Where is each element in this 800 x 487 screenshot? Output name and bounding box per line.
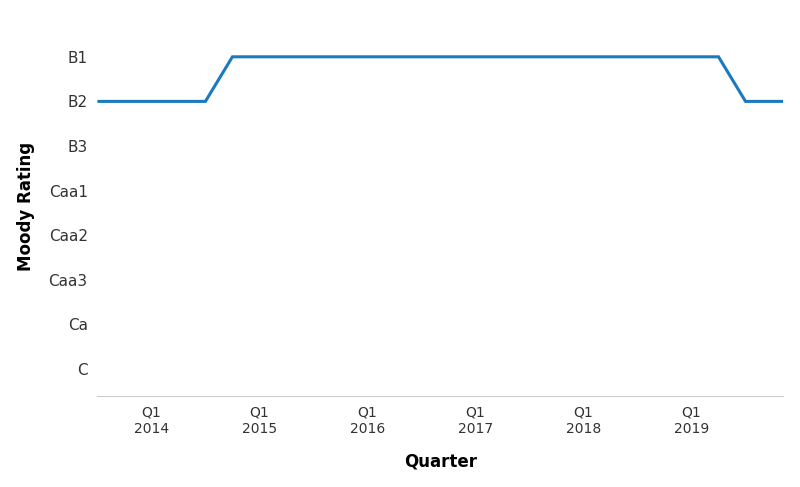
X-axis label: Quarter: Quarter [404,452,477,470]
Y-axis label: Moody Rating: Moody Rating [17,142,34,271]
